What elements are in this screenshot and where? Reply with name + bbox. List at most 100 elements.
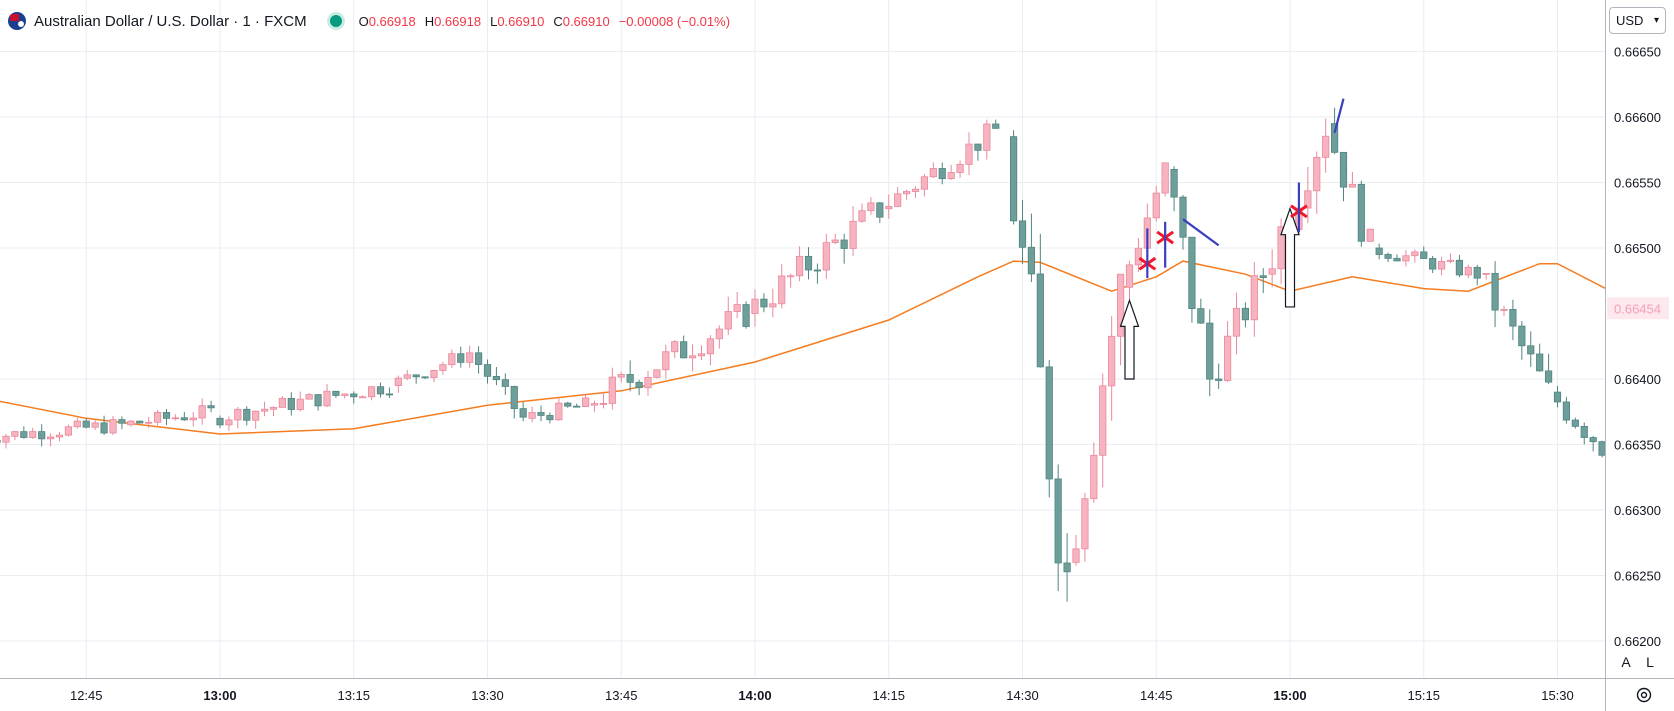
candle-body	[608, 376, 616, 404]
candle-body	[1580, 426, 1588, 438]
chevron-down-icon: ▾	[1653, 15, 1659, 26]
candle-body	[929, 168, 937, 178]
candle-body	[751, 298, 759, 314]
candle-body	[46, 436, 55, 440]
currency-label: USD	[1616, 13, 1644, 28]
candle-body	[1536, 353, 1544, 372]
candle-body	[1188, 236, 1196, 310]
chart-settings-button[interactable]	[1630, 681, 1658, 709]
candle-body	[902, 191, 911, 195]
candle-body	[858, 210, 866, 222]
candle-body	[1134, 247, 1143, 266]
candle-body	[1589, 437, 1597, 443]
gear-icon	[1636, 687, 1652, 703]
time-tick-label: 14:45	[1140, 688, 1173, 703]
candle-body	[350, 393, 358, 398]
candle-body	[599, 403, 608, 405]
candle-body	[1348, 183, 1357, 188]
candle-body	[787, 275, 795, 278]
candle-body	[974, 143, 982, 151]
open-key: O	[358, 13, 369, 29]
candle-body	[1170, 168, 1178, 198]
candle-body	[216, 417, 224, 426]
close-key: C	[553, 13, 563, 29]
candle-body	[938, 168, 946, 180]
candle-body	[1330, 123, 1339, 153]
candle-body	[1437, 261, 1446, 270]
candle-body	[100, 422, 108, 434]
candle-body	[439, 364, 447, 371]
candle-body	[118, 419, 126, 424]
candle-body	[287, 397, 295, 410]
candle-body	[1241, 307, 1250, 321]
candle-body	[1036, 273, 1044, 368]
candle-body	[1562, 401, 1571, 421]
candle-body	[822, 242, 830, 271]
open-value: 0.66918	[368, 13, 416, 29]
time-tick-label: 15:30	[1541, 688, 1574, 703]
candle-body	[573, 405, 581, 408]
candle-body	[626, 374, 634, 383]
candle-body	[153, 412, 162, 423]
time-tick-label: 15:15	[1407, 688, 1440, 703]
candle-body	[127, 420, 135, 426]
candle-body	[1215, 378, 1223, 381]
chart-grid	[0, 0, 1605, 678]
candle-body	[20, 431, 28, 438]
candle-body	[965, 143, 973, 165]
price-tick-label: 0.66650	[1614, 45, 1661, 60]
candle-body	[171, 417, 180, 420]
candle-body	[644, 376, 652, 389]
candle-body	[590, 403, 599, 406]
moving-average-line	[0, 260, 1630, 435]
candle-body	[466, 352, 474, 363]
candle-body	[332, 390, 340, 396]
candle-body	[1411, 251, 1419, 257]
candle-body	[519, 408, 527, 418]
candle-body	[920, 176, 929, 190]
candles-layer[interactable]	[0, 107, 1624, 602]
candle-body	[73, 420, 81, 428]
candle-body	[2, 435, 10, 443]
symbol-title[interactable]: Australian Dollar / U.S. Dollar · 1 · FX…	[34, 12, 307, 30]
candle-body	[1259, 275, 1267, 278]
currency-select[interactable]: USD ▾	[1609, 7, 1666, 34]
candle-body	[29, 431, 37, 438]
candle-body	[617, 374, 625, 378]
price-tick-label: 0.66600	[1614, 110, 1661, 125]
candle-body	[715, 328, 723, 340]
candle-body	[457, 353, 465, 363]
candle-body	[537, 412, 545, 416]
candle-body	[1339, 151, 1348, 188]
candle-body	[1322, 135, 1330, 158]
candle-body	[189, 417, 197, 421]
candle-body	[1125, 264, 1134, 288]
candle-body	[252, 410, 260, 421]
candle-body	[653, 369, 661, 378]
log-scale-button[interactable]: L	[1638, 650, 1662, 674]
drawings-layer[interactable]	[1119, 98, 1345, 380]
candle-body	[82, 420, 90, 428]
candle-body	[376, 386, 385, 395]
candle-body	[305, 394, 313, 400]
candle-body	[162, 412, 171, 419]
candle-body	[1108, 335, 1116, 387]
candle-body	[510, 386, 518, 410]
candle-body	[367, 386, 376, 398]
candle-body	[1571, 419, 1579, 427]
auto-scale-button[interactable]: A	[1614, 650, 1638, 674]
australia-flag-icon	[8, 12, 26, 30]
candle-body	[662, 351, 670, 371]
time-tick-label: 14:00	[738, 688, 771, 703]
candle-body	[1063, 562, 1071, 573]
candle-body	[501, 379, 509, 387]
candle-body	[269, 406, 278, 410]
candle-body	[1081, 498, 1089, 550]
candle-body	[1099, 385, 1107, 456]
arrow-up-icon	[1280, 206, 1300, 308]
candle-body	[1072, 548, 1080, 563]
candle-body	[1366, 228, 1374, 242]
candle-body	[394, 377, 402, 386]
candle-body	[474, 352, 483, 365]
